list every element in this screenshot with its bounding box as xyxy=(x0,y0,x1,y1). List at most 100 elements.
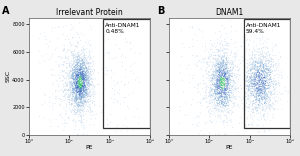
Point xyxy=(202,58,206,61)
Point xyxy=(205,101,209,104)
Point xyxy=(214,61,219,63)
Point xyxy=(64,75,69,77)
Point xyxy=(92,104,97,107)
Point xyxy=(72,71,76,73)
Point xyxy=(195,40,200,42)
Point xyxy=(71,69,76,71)
Point xyxy=(256,57,261,59)
Point xyxy=(81,60,85,63)
Point xyxy=(256,94,261,96)
Point xyxy=(265,92,269,95)
Point xyxy=(253,68,257,71)
Point xyxy=(261,91,266,93)
Point xyxy=(216,86,221,89)
Point xyxy=(76,66,81,69)
Point xyxy=(262,73,266,75)
Point xyxy=(77,61,82,64)
Point xyxy=(72,70,77,72)
Point xyxy=(215,86,220,89)
Point xyxy=(265,88,270,90)
Point xyxy=(232,57,237,59)
Point xyxy=(80,65,85,68)
Point xyxy=(252,89,256,92)
Point xyxy=(79,74,84,76)
Point xyxy=(74,91,79,94)
Point xyxy=(74,106,79,109)
Point xyxy=(221,55,226,57)
Point xyxy=(73,95,77,97)
Point xyxy=(78,86,83,89)
Point xyxy=(247,105,251,108)
Point xyxy=(78,90,83,92)
Point xyxy=(266,115,270,117)
Point xyxy=(70,67,74,69)
Point xyxy=(221,75,226,77)
Point xyxy=(230,69,235,72)
Point xyxy=(88,72,92,75)
Point xyxy=(273,100,278,102)
Point xyxy=(77,90,82,92)
Point xyxy=(87,83,92,85)
Point xyxy=(79,96,84,98)
Point xyxy=(261,98,266,100)
Point xyxy=(228,74,233,76)
Point xyxy=(260,75,265,78)
Point xyxy=(78,78,82,80)
Point xyxy=(227,97,232,100)
Point xyxy=(80,88,84,91)
Point xyxy=(258,89,262,91)
Point xyxy=(257,104,262,107)
Point xyxy=(68,77,73,80)
Point xyxy=(265,84,270,87)
Point xyxy=(125,130,130,132)
Point xyxy=(267,103,272,105)
Point xyxy=(73,55,78,58)
Point xyxy=(88,95,93,98)
Point xyxy=(220,77,225,79)
Point xyxy=(266,87,270,90)
Point xyxy=(75,33,80,35)
Point xyxy=(232,52,237,54)
Point xyxy=(80,71,85,73)
Point xyxy=(259,62,263,65)
Point xyxy=(271,86,276,89)
Point xyxy=(71,60,76,62)
Point xyxy=(80,76,85,79)
Point xyxy=(242,85,247,87)
Point xyxy=(223,79,228,82)
Point xyxy=(255,90,260,93)
Point xyxy=(63,80,68,82)
Point xyxy=(252,84,257,86)
Point xyxy=(217,68,222,70)
Point xyxy=(257,93,262,95)
Point xyxy=(75,41,80,44)
Point xyxy=(261,82,266,85)
Point xyxy=(215,91,220,94)
Point xyxy=(76,73,81,76)
Point xyxy=(221,67,226,70)
Point xyxy=(69,51,74,54)
Point xyxy=(216,109,221,112)
Point xyxy=(262,88,267,90)
Point xyxy=(72,83,76,85)
Point xyxy=(88,25,93,27)
Point xyxy=(224,63,229,66)
Point xyxy=(218,71,223,73)
Point xyxy=(74,31,79,33)
Point xyxy=(246,100,251,102)
Point xyxy=(251,93,256,96)
Point xyxy=(75,88,80,90)
Point xyxy=(94,113,99,115)
Point xyxy=(219,92,224,94)
Point xyxy=(96,71,101,74)
Point xyxy=(249,84,254,87)
Point xyxy=(78,89,82,92)
Point xyxy=(77,113,82,116)
Point xyxy=(216,62,220,65)
Point xyxy=(85,133,90,135)
Point xyxy=(250,82,255,84)
Point xyxy=(71,54,76,57)
Point xyxy=(83,58,88,60)
Point xyxy=(78,91,82,93)
Point xyxy=(271,102,275,104)
